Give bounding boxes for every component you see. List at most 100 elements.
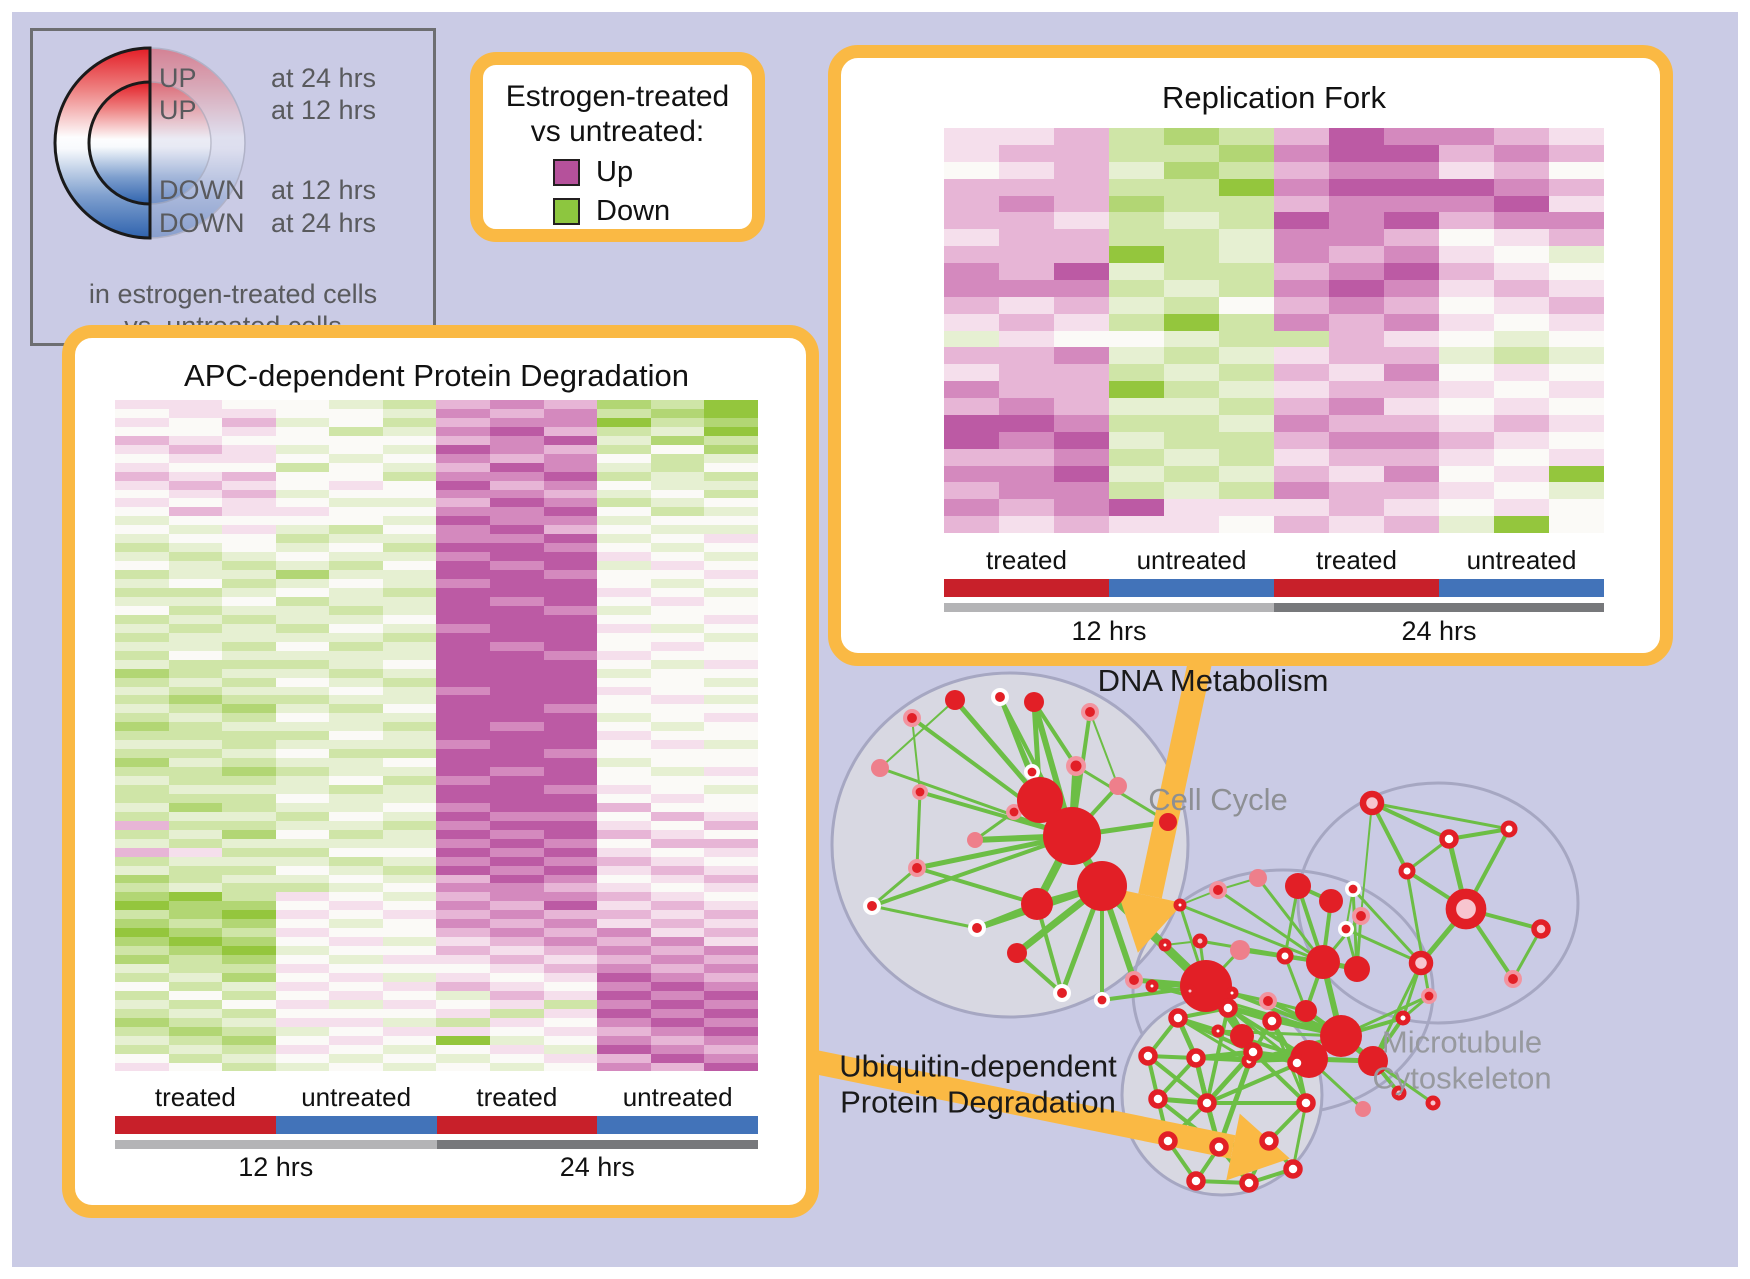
heatmap-cell bbox=[490, 444, 544, 454]
heatmap-cell bbox=[704, 740, 758, 750]
heatmap-cell bbox=[329, 740, 383, 750]
heatmap-cell bbox=[382, 543, 437, 553]
heatmap-cell bbox=[1109, 296, 1164, 314]
heatmap-cell bbox=[275, 1008, 330, 1018]
heatmap-cell bbox=[222, 910, 276, 920]
heatmap-cell bbox=[1494, 313, 1549, 331]
heatmap-cell bbox=[1329, 381, 1384, 398]
group-label: untreated bbox=[301, 1082, 412, 1112]
heatmap-cell bbox=[650, 990, 705, 1000]
heatmap-cell bbox=[275, 534, 330, 544]
heatmap-cell bbox=[1109, 313, 1164, 331]
heatmap-cell bbox=[704, 489, 758, 499]
heatmap-cell bbox=[650, 400, 705, 409]
heatmap-cell bbox=[543, 1035, 598, 1045]
heatmap-cell bbox=[490, 632, 544, 642]
heatmap-cell bbox=[436, 614, 491, 624]
heatmap-cell bbox=[436, 516, 491, 526]
heatmap-cell bbox=[222, 614, 276, 624]
heatmap-cell bbox=[168, 507, 223, 517]
heatmap-cell bbox=[543, 1026, 598, 1036]
heatmap-cell bbox=[490, 453, 544, 463]
heatmap-cell bbox=[597, 1053, 651, 1063]
heatmap-cell bbox=[490, 498, 544, 508]
heatmap-cell bbox=[1054, 263, 1109, 280]
treated-untreated-bar bbox=[944, 579, 1604, 597]
heatmap-cell bbox=[999, 398, 1054, 415]
heatmap-cell bbox=[1054, 381, 1109, 398]
heatmap-cell bbox=[1219, 195, 1274, 213]
heatmap-cell bbox=[999, 448, 1054, 466]
heatmap-cell bbox=[222, 1035, 276, 1045]
heatmap-cell bbox=[1109, 263, 1164, 280]
heatmap-cell bbox=[1439, 212, 1494, 230]
heatmap-cell bbox=[329, 1026, 383, 1036]
heatmap-cell bbox=[329, 919, 383, 929]
heatmap-cell bbox=[650, 435, 705, 445]
heatmap-cell bbox=[490, 570, 544, 580]
network-edge bbox=[1291, 1102, 1308, 1170]
gene-node-solid bbox=[945, 690, 965, 710]
heatmap-cell bbox=[650, 507, 705, 517]
heatmap-cell bbox=[222, 964, 276, 973]
heatmap-cell bbox=[1494, 381, 1549, 398]
heatmap-cell bbox=[1109, 414, 1164, 432]
down-color-swatch bbox=[553, 197, 580, 225]
heatmap-cell bbox=[650, 767, 705, 777]
gene-node-solid bbox=[1320, 1015, 1362, 1057]
heatmap-cell bbox=[490, 811, 544, 821]
heatmap-cell bbox=[704, 776, 758, 785]
heatmap-cell bbox=[222, 847, 276, 857]
heatmap-cell bbox=[222, 605, 276, 615]
heatmap-cell bbox=[999, 144, 1054, 162]
heatmap-cell bbox=[436, 462, 491, 472]
cluster-label-cell-cycle: Cell Cycle bbox=[1148, 782, 1288, 818]
heatmap-cell bbox=[275, 1062, 330, 1072]
heatmap-cell bbox=[704, 964, 758, 973]
heatmap-cell bbox=[436, 471, 491, 481]
heatmap-cell bbox=[222, 838, 276, 848]
heatmap-cell bbox=[382, 883, 437, 893]
heatmap-cell bbox=[329, 767, 383, 777]
heatmap-cell bbox=[1219, 381, 1274, 398]
heatmap-cell bbox=[115, 1017, 169, 1027]
heatmap-cell bbox=[543, 417, 598, 427]
heatmap-cell bbox=[597, 749, 651, 759]
heatmap-cell bbox=[275, 579, 330, 589]
heatmap-cell bbox=[597, 910, 651, 920]
heatmap-cell bbox=[1219, 246, 1274, 263]
heatmap-cell bbox=[436, 668, 491, 678]
heatmap-cell bbox=[650, 704, 705, 714]
heatmap-cell bbox=[1274, 499, 1329, 517]
heatmap-cell bbox=[222, 400, 276, 409]
heatmap-cell bbox=[436, 408, 491, 418]
heatmap-cell bbox=[168, 480, 223, 490]
heatmap-cell bbox=[704, 1017, 758, 1027]
heatmap-cell bbox=[704, 981, 758, 991]
network-edge bbox=[1146, 1054, 1209, 1105]
heatmap-cell bbox=[1164, 364, 1219, 382]
heatmap-cell bbox=[382, 695, 437, 705]
gene-node-core bbox=[1341, 924, 1351, 934]
heatmap-cell bbox=[275, 686, 330, 696]
heatmap-cell bbox=[382, 829, 437, 839]
heatmap-cell bbox=[650, 543, 705, 553]
heatmap-cell bbox=[650, 408, 705, 418]
heatmap-cell bbox=[1219, 330, 1274, 348]
heatmap-cell bbox=[704, 829, 758, 839]
heatmap-cell bbox=[168, 561, 223, 571]
heatmap-cell bbox=[650, 579, 705, 589]
heatmap-cell bbox=[115, 874, 169, 884]
heatmap-cell bbox=[1219, 414, 1274, 432]
gene-node-pink bbox=[1230, 940, 1250, 960]
heatmap-cell bbox=[168, 588, 223, 597]
heatmap-cell bbox=[597, 1017, 651, 1027]
heatmap-cell bbox=[1164, 499, 1219, 517]
heatmap-cell bbox=[1054, 465, 1109, 483]
group-label: treated bbox=[1316, 545, 1397, 575]
heatmap-cell bbox=[1439, 229, 1494, 247]
heatmap-cell bbox=[222, 802, 276, 812]
heatmap-cell bbox=[1439, 482, 1494, 500]
heatmap-cell bbox=[944, 229, 999, 247]
